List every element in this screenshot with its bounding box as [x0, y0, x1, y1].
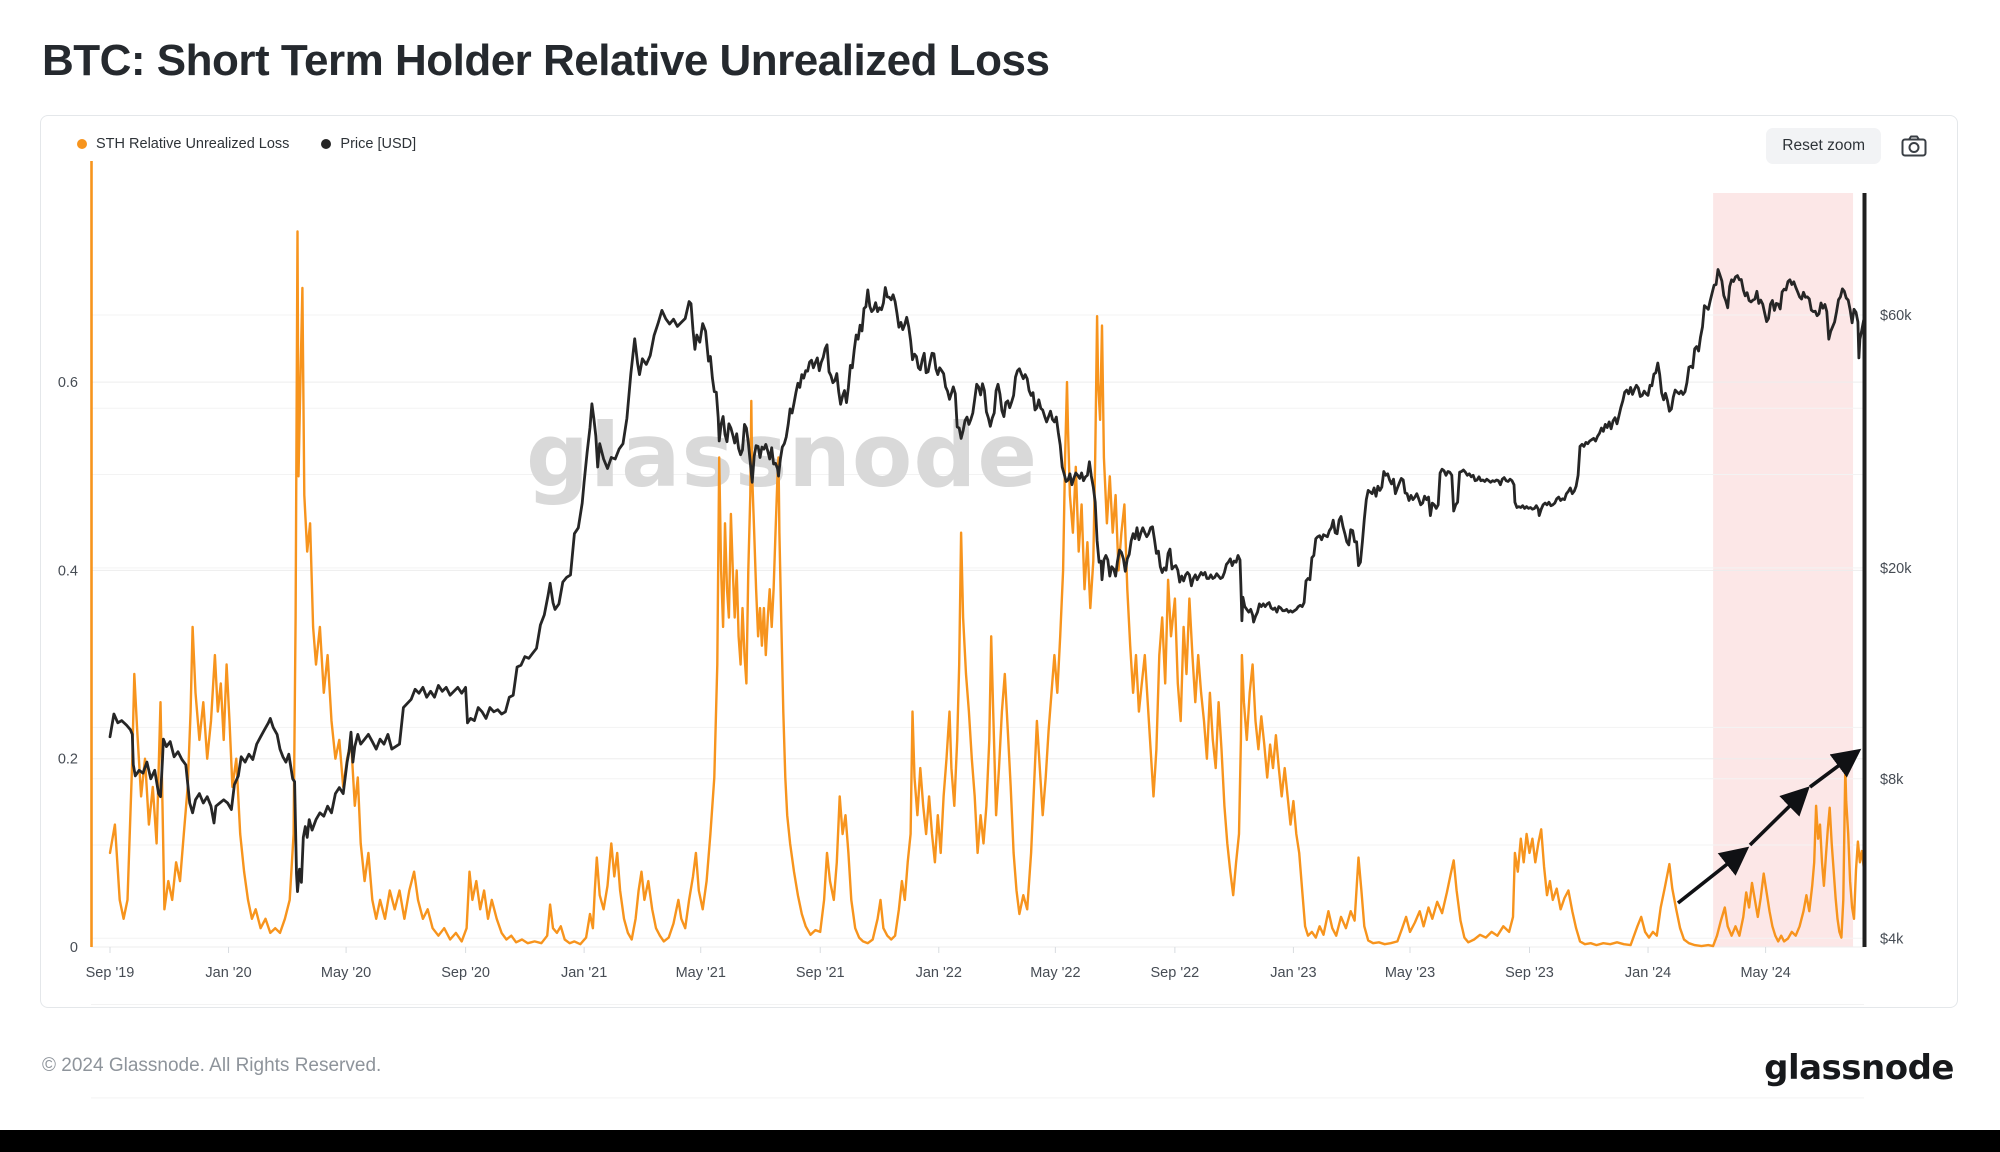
gridlines: [91, 314, 1864, 1099]
y-left-tick-label: 0: [70, 940, 78, 956]
y-right-tick-label: $8k: [1880, 772, 1904, 788]
y-right-tick-label: $60k: [1880, 308, 1912, 324]
x-tick-label: Jan '23: [1270, 965, 1316, 981]
legend-dot-orange-icon: [77, 139, 87, 149]
x-tick-label: Sep '20: [441, 965, 490, 981]
axis-labels: 0 0.2 0.4 0.6 $60k $20k $8k $4k Sep '19 Jan '20 Ma…: [58, 308, 1912, 981]
y-left-tick-label: 0.2: [58, 752, 78, 768]
x-tick-label: Sep '22: [1151, 965, 1200, 981]
chart-toolbar: Reset zoom: [1766, 128, 1927, 164]
y-right-tick-label: $4k: [1880, 931, 1904, 947]
x-tick-label: May '24: [1740, 965, 1790, 981]
series-sth-relative-unrealized-loss: [108, 230, 1865, 948]
bottom-bar: [0, 1130, 2000, 1152]
chart-card: STH Relative Unrealized Loss Price [USD]…: [40, 115, 1958, 1008]
legend-label: Price [USD]: [340, 136, 417, 152]
glassnode-logo: glassnode: [1764, 1048, 1954, 1088]
x-tick-label: Sep '21: [796, 965, 845, 981]
footer-copyright: © 2024 Glassnode. All Rights Reserved.: [42, 1055, 382, 1076]
legend-dot-black-icon: [321, 139, 332, 149]
x-tick-label: May '22: [1030, 965, 1080, 981]
x-tick-label: Jan '22: [916, 965, 962, 981]
reset-zoom-button[interactable]: Reset zoom: [1766, 128, 1881, 164]
y-right-tick-label: $20k: [1880, 561, 1912, 577]
chart-legend: STH Relative Unrealized Loss Price [USD]: [77, 136, 416, 152]
x-tick-label: Sep '19: [86, 965, 135, 981]
x-tick-label: Sep '23: [1505, 965, 1554, 981]
x-tick-label: Jan '24: [1625, 965, 1671, 981]
x-tick-label: May '23: [1385, 965, 1435, 981]
x-tick-label: Jan '20: [205, 965, 251, 981]
page-title: BTC: Short Term Holder Relative Unrealiz…: [42, 36, 1050, 85]
legend-item-price-usd[interactable]: Price [USD]: [321, 136, 416, 152]
annotation-arrows: [1676, 748, 1862, 905]
camera-icon: [1901, 135, 1927, 157]
series-price-usd: [108, 268, 1866, 893]
y-left-tick-label: 0.4: [58, 563, 78, 579]
camera-button[interactable]: [1901, 135, 1927, 157]
x-tick-label: May '20: [321, 965, 371, 981]
legend-item-sth-relative-unrealized-loss[interactable]: STH Relative Unrealized Loss: [77, 136, 289, 152]
legend-label: STH Relative Unrealized Loss: [96, 136, 290, 152]
x-tick-label: May '21: [676, 965, 726, 981]
x-tick-label: Jan '21: [561, 965, 607, 981]
y-left-tick-label: 0.6: [58, 375, 78, 391]
